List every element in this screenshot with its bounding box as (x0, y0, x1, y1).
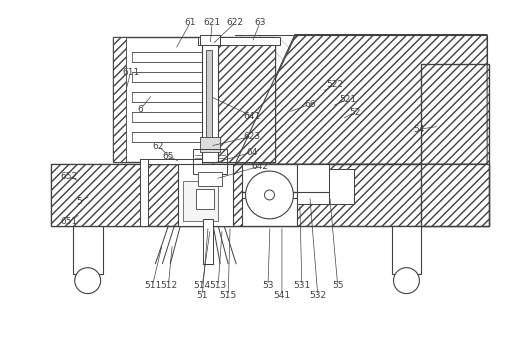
Bar (392, 226, 422, 274)
Text: 621: 621 (204, 18, 220, 27)
Text: 532: 532 (309, 291, 327, 300)
Bar (132, 132, 207, 142)
Bar (132, 92, 207, 102)
Bar (51, 164, 489, 226)
Text: 652: 652 (60, 171, 77, 181)
Text: 651: 651 (60, 217, 77, 226)
Text: 521: 521 (339, 95, 356, 104)
Text: 63: 63 (254, 18, 266, 27)
Text: 513: 513 (209, 281, 227, 290)
Text: 5: 5 (76, 197, 81, 206)
Text: 53: 53 (262, 281, 274, 290)
Bar (183, 181, 218, 221)
Text: 61: 61 (184, 18, 196, 27)
Bar (132, 112, 207, 122)
Bar (297, 164, 329, 204)
Circle shape (394, 268, 419, 294)
Text: 541: 541 (274, 291, 290, 300)
Text: 62: 62 (153, 142, 164, 151)
Bar (200, 35, 220, 44)
Bar (132, 132, 207, 142)
Text: 65: 65 (163, 151, 174, 161)
Polygon shape (235, 35, 487, 164)
Bar (202, 36, 218, 162)
Text: 52: 52 (349, 108, 360, 117)
Bar (242, 164, 297, 226)
Text: 6: 6 (138, 105, 143, 114)
Text: 55: 55 (332, 281, 343, 290)
Text: 51: 51 (196, 291, 208, 300)
Bar (141, 159, 202, 164)
Bar (422, 64, 489, 226)
Bar (193, 149, 227, 174)
Text: 622: 622 (227, 18, 244, 27)
Bar (141, 159, 149, 226)
Bar (132, 92, 207, 102)
Text: 511: 511 (144, 281, 161, 290)
Circle shape (246, 171, 293, 219)
Bar (206, 50, 212, 139)
Circle shape (265, 190, 275, 200)
Bar (132, 72, 207, 82)
Bar (198, 36, 280, 44)
Bar (198, 172, 222, 186)
Text: 522: 522 (326, 80, 343, 89)
Bar (73, 226, 102, 274)
Text: 515: 515 (219, 291, 237, 300)
Text: 66: 66 (304, 100, 316, 109)
Bar (200, 137, 220, 152)
Text: 531: 531 (293, 281, 310, 290)
Bar (196, 189, 214, 209)
Bar (112, 36, 275, 162)
Text: 512: 512 (160, 281, 177, 290)
Bar (210, 36, 275, 162)
Bar (132, 72, 207, 82)
Text: 641: 641 (244, 112, 260, 121)
Text: 64: 64 (246, 148, 258, 157)
Text: 514: 514 (194, 281, 211, 290)
Bar (210, 36, 275, 162)
Bar (203, 219, 213, 264)
Bar (422, 64, 489, 226)
Text: 642: 642 (251, 162, 268, 171)
Bar (178, 164, 233, 226)
Bar (329, 169, 354, 204)
Bar (51, 164, 141, 226)
Bar (132, 112, 207, 122)
Text: 611: 611 (122, 68, 139, 77)
Circle shape (75, 268, 101, 294)
Bar (132, 52, 207, 63)
Text: 623: 623 (244, 132, 260, 141)
Bar (132, 52, 207, 63)
Bar (51, 164, 489, 226)
Text: 54: 54 (414, 125, 425, 134)
Bar (112, 36, 125, 162)
